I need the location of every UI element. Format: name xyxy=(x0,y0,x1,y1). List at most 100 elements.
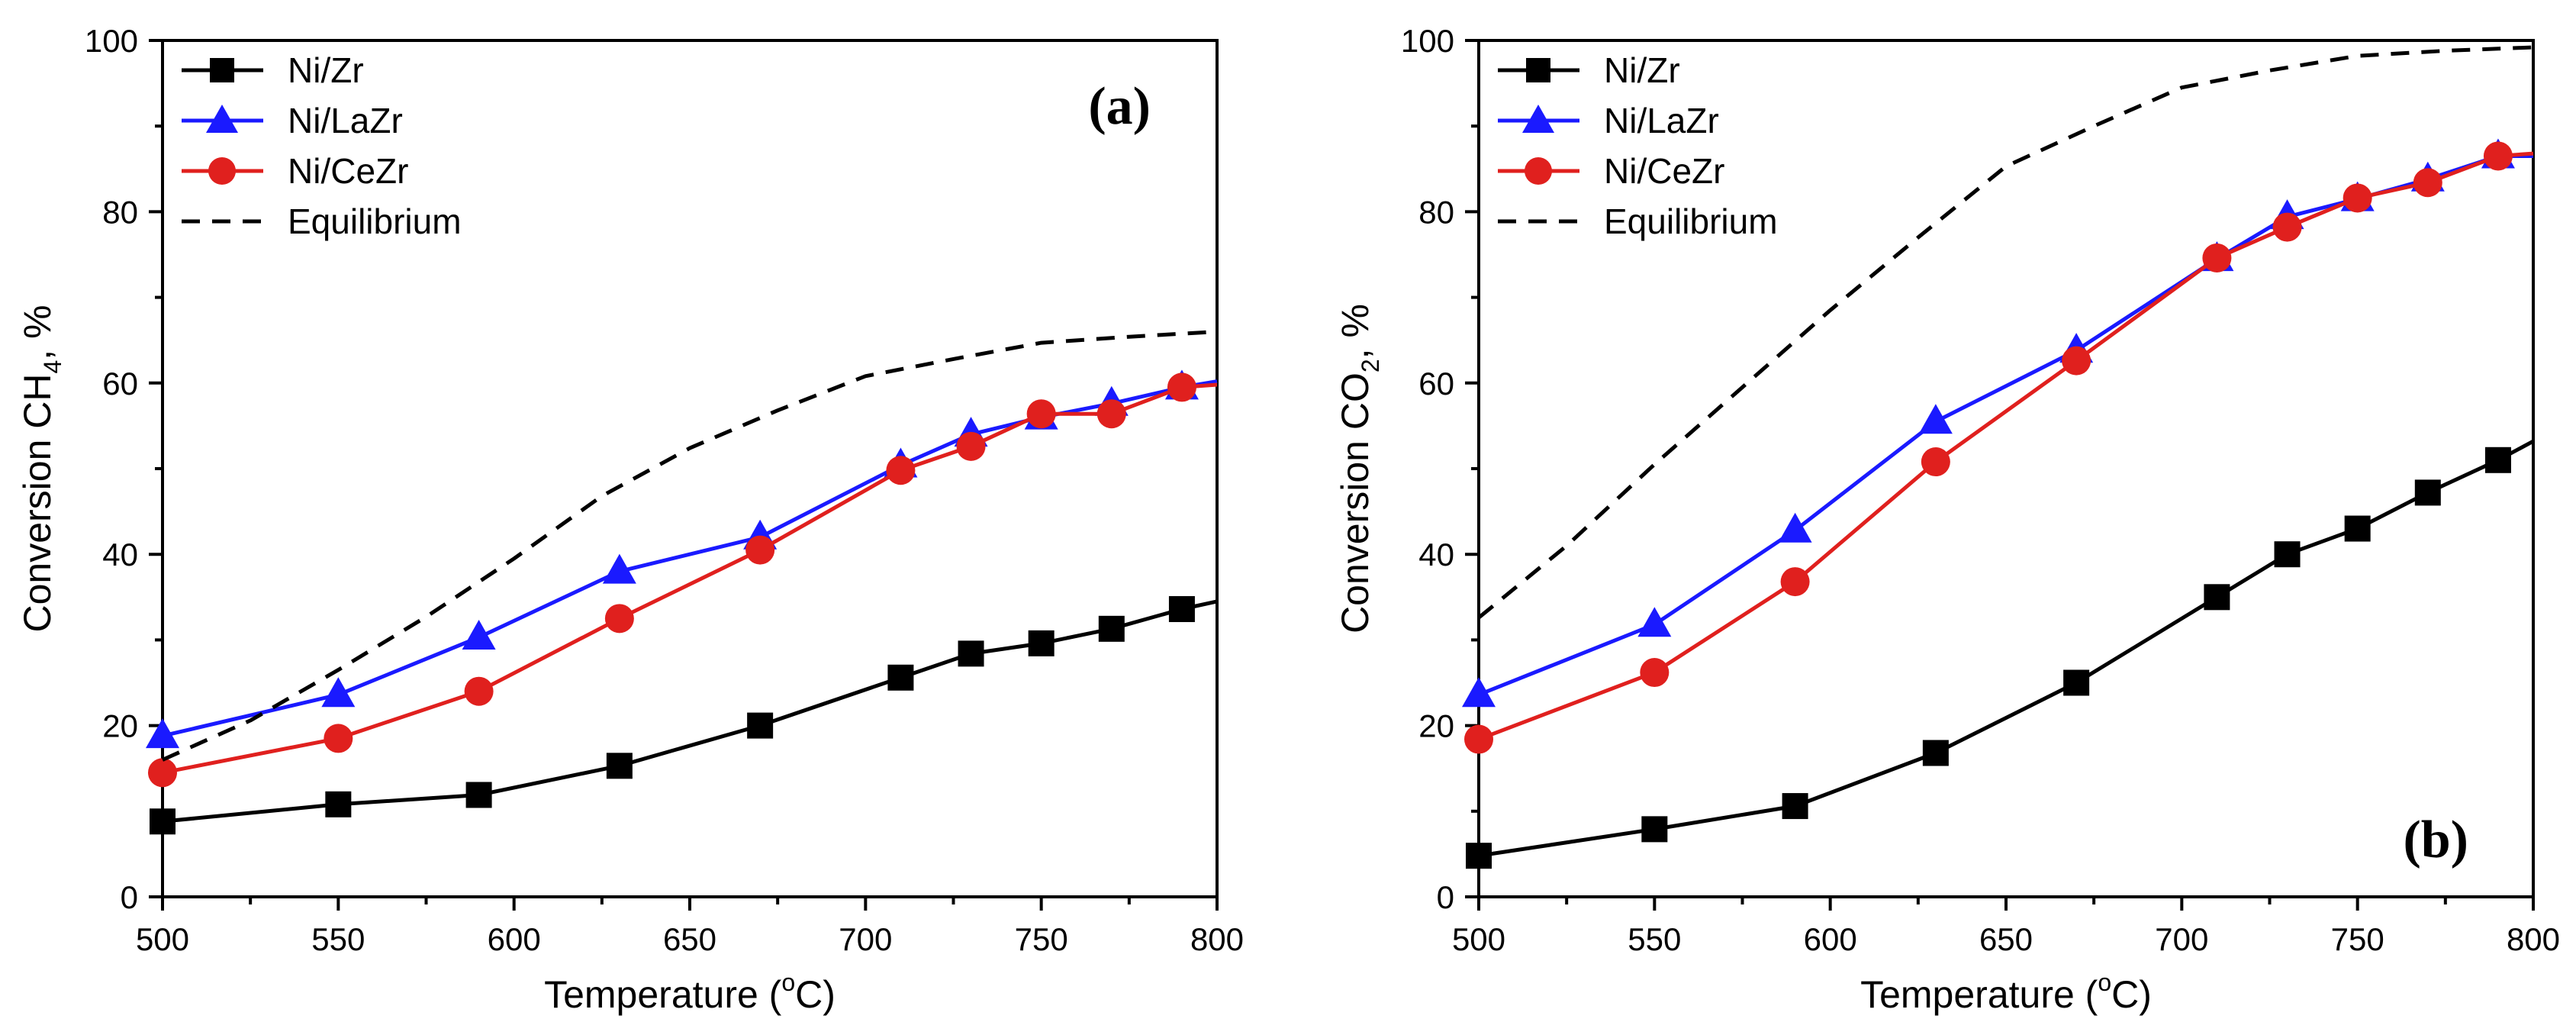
data-point-ni-lazr xyxy=(602,553,636,584)
series-line-ni-lazr xyxy=(162,379,1218,738)
chart-panel-b: 500 550 600 650 700 750 800 0 20 40 60 80 100 Tempe… xyxy=(1334,23,2560,1016)
data-point-ni-lazr xyxy=(1778,512,1812,543)
data-point-ni-zr xyxy=(2274,541,2301,568)
data-point-ni-cezr xyxy=(1780,567,1810,597)
subscript: 2 xyxy=(1357,359,1384,372)
y-tick-label: 100 xyxy=(85,23,138,59)
data-point-ni-zr xyxy=(887,664,914,691)
data-point-ni-zr xyxy=(325,791,352,817)
data-point-ni-cezr xyxy=(1096,399,1126,429)
data-point-ni-cezr xyxy=(2343,183,2372,213)
x-tick-label: 500 xyxy=(136,921,189,957)
x-axis-label: Temperature (oC) xyxy=(544,969,836,1016)
legend-marker-circle xyxy=(208,157,236,185)
legend-marker-triangle xyxy=(1522,105,1554,133)
x-tick-label: 550 xyxy=(311,921,365,957)
data-point-ni-lazr xyxy=(462,620,496,650)
data-point-ni-zr xyxy=(1028,630,1055,656)
data-point-ni-cezr xyxy=(1167,372,1196,402)
data-point-ni-zr xyxy=(1641,816,1668,843)
data-point-ni-cezr xyxy=(956,431,986,461)
legend-entry-ni-lazr: Ni/LaZr xyxy=(1498,101,1719,140)
y-tick-label: 60 xyxy=(1418,366,1454,401)
x-tick-label: 550 xyxy=(1628,921,1681,957)
y-tick-label: 60 xyxy=(102,366,138,401)
x-tick-label: 700 xyxy=(2155,921,2208,957)
degree-symbol: o xyxy=(2098,969,2111,996)
legend-entry-ni-cezr: Ni/CeZr xyxy=(182,151,408,191)
series-ni-cezr xyxy=(1464,141,2534,754)
legend-marker-square xyxy=(1526,58,1550,82)
data-point-ni-cezr xyxy=(745,535,775,565)
series-equilibrium xyxy=(161,330,1218,762)
series-line-ni-cezr xyxy=(162,382,1218,775)
data-point-ni-cezr xyxy=(2272,212,2302,242)
series-line-ni-cezr xyxy=(1478,151,2534,741)
x-tick-label: 650 xyxy=(1979,921,2033,957)
x-tick-label: 750 xyxy=(2331,921,2384,957)
data-point-ni-cezr xyxy=(1640,658,1670,688)
data-point-ni-cezr xyxy=(1026,399,1056,429)
degree-symbol: o xyxy=(781,969,795,996)
y-tick-labels: 0 20 40 60 80 100 xyxy=(1401,23,1454,915)
legend-entry-ni-zr: Ni/Zr xyxy=(182,50,364,90)
data-point-ni-cezr xyxy=(1464,724,1493,754)
legend-entry-ni-cezr: Ni/CeZr xyxy=(1498,151,1724,191)
data-point-ni-zr xyxy=(1782,793,1808,820)
data-point-ni-zr xyxy=(2063,669,2090,696)
legend-marker-triangle xyxy=(206,105,238,133)
data-point-ni-cezr xyxy=(2202,243,2232,272)
legend-entry-ni-zr: Ni/Zr xyxy=(1498,50,1680,90)
legend-label-ni-lazr: Ni/LaZr xyxy=(1604,101,1719,140)
data-point-ni-cezr xyxy=(604,604,634,634)
y-tick-label: 20 xyxy=(1418,708,1454,744)
series-ni-zr xyxy=(150,596,1218,835)
data-point-ni-lazr xyxy=(146,718,179,749)
y-tick-label: 40 xyxy=(1418,537,1454,572)
series-line-ni-zr xyxy=(162,599,1218,824)
chart-panel-a: 500 550 600 650 700 750 800 0 20 40 60 80 100 Tempe… xyxy=(16,23,1244,1016)
series-layer xyxy=(146,330,1218,835)
legend-label-equilibrium: Equilibrium xyxy=(288,202,462,241)
x-tick-marks xyxy=(161,897,1219,911)
data-point-ni-cezr xyxy=(324,724,353,753)
data-point-ni-zr xyxy=(1922,740,1949,766)
series-line-equilibrium xyxy=(161,330,1218,762)
data-point-ni-zr xyxy=(1098,615,1125,642)
data-point-ni-zr xyxy=(747,712,774,739)
legend-label-ni-lazr: Ni/LaZr xyxy=(288,101,403,140)
data-point-ni-cezr xyxy=(1921,447,1950,477)
legend-marker-square xyxy=(210,58,234,82)
legend: Ni/Zr Ni/LaZr Ni/CeZr Equilibrium xyxy=(1498,50,1778,241)
data-point-ni-zr xyxy=(150,808,175,835)
y-tick-label: 0 xyxy=(121,879,138,915)
x-tick-label: 650 xyxy=(663,921,716,957)
panel-label: (b) xyxy=(2403,811,2468,869)
series-layer xyxy=(1462,45,2535,869)
series-ni-zr xyxy=(1466,439,2535,869)
series-ni-cezr xyxy=(148,372,1218,788)
y-tick-marks xyxy=(1465,39,1479,898)
legend-entry-equilibrium: Equilibrium xyxy=(1498,202,1778,241)
data-point-ni-zr xyxy=(606,753,633,779)
data-point-ni-cezr xyxy=(2483,141,2513,171)
x-tick-label: 600 xyxy=(1804,921,1857,957)
x-axis-label: Temperature (oC) xyxy=(1860,969,2152,1016)
y-tick-label: 100 xyxy=(1401,23,1454,59)
data-point-ni-zr xyxy=(2484,447,2511,473)
x-tick-label: 800 xyxy=(1190,921,1244,957)
legend-entry-ni-lazr: Ni/LaZr xyxy=(182,101,403,140)
x-tick-label: 600 xyxy=(488,921,541,957)
y-tick-label: 0 xyxy=(1437,879,1454,915)
y-tick-label: 20 xyxy=(102,708,138,744)
legend: Ni/Zr Ni/LaZr Ni/CeZr Equilibrium xyxy=(182,50,462,241)
data-point-ni-lazr xyxy=(1637,607,1672,637)
data-point-ni-zr xyxy=(1168,596,1195,623)
legend-label-equilibrium: Equilibrium xyxy=(1604,202,1778,241)
legend-marker-circle xyxy=(1525,157,1552,185)
panel-label: (a) xyxy=(1088,77,1151,136)
data-point-ni-cezr xyxy=(886,456,916,485)
x-tick-label: 750 xyxy=(1015,921,1068,957)
y-tick-label: 80 xyxy=(1418,194,1454,230)
